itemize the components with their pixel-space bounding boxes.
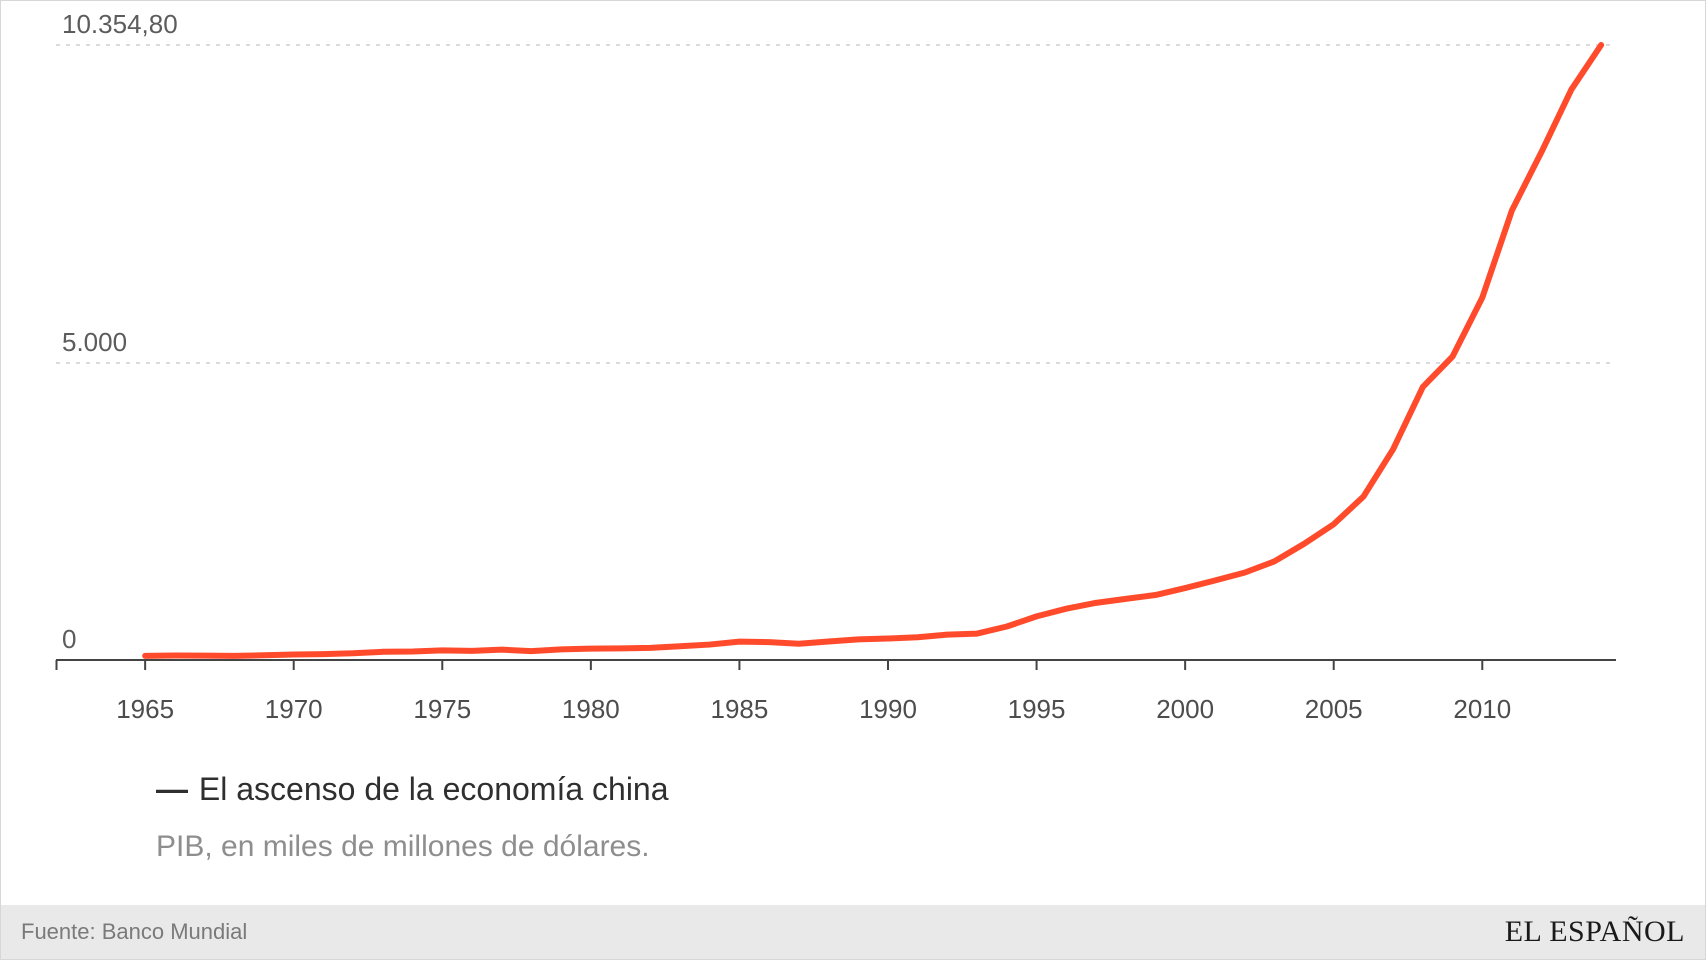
x-tick-label: 1975: [413, 694, 471, 725]
x-tick-label: 1980: [562, 694, 620, 725]
y-tick-label: 5.000: [62, 327, 127, 358]
source-label: Fuente: Banco Mundial: [21, 919, 247, 945]
plot-area: [56, 45, 1616, 660]
x-tick-label: 1970: [265, 694, 323, 725]
line-chart-svg: [56, 45, 1616, 690]
chart-title-text: El ascenso de la economía china: [199, 771, 669, 807]
x-tick-label: 2005: [1305, 694, 1363, 725]
legend-dash-icon: —: [156, 771, 190, 807]
chart-frame: 0 5.000 10.354,80 1965 1970 1975 1980 1985 1990…: [0, 0, 1706, 960]
x-tick-label: 1965: [116, 694, 174, 725]
x-tick-label: 2000: [1156, 694, 1214, 725]
chart-caption: — El ascenso de la economía china PIB, e…: [156, 771, 669, 864]
chart-title: — El ascenso de la economía china: [156, 771, 669, 808]
y-tick-label: 10.354,80: [62, 9, 178, 40]
x-tick-label: 1985: [711, 694, 769, 725]
x-tick-label: 1995: [1008, 694, 1066, 725]
brand-label: EL ESPAÑOL: [1505, 915, 1685, 949]
chart-subtitle: PIB, en miles de millones de dólares.: [156, 830, 669, 864]
x-tick-label: 1990: [859, 694, 917, 725]
chart-footer: Fuente: Banco Mundial EL ESPAÑOL: [1, 905, 1705, 959]
x-tick-label: 2010: [1453, 694, 1511, 725]
y-tick-label: 0: [62, 624, 76, 655]
